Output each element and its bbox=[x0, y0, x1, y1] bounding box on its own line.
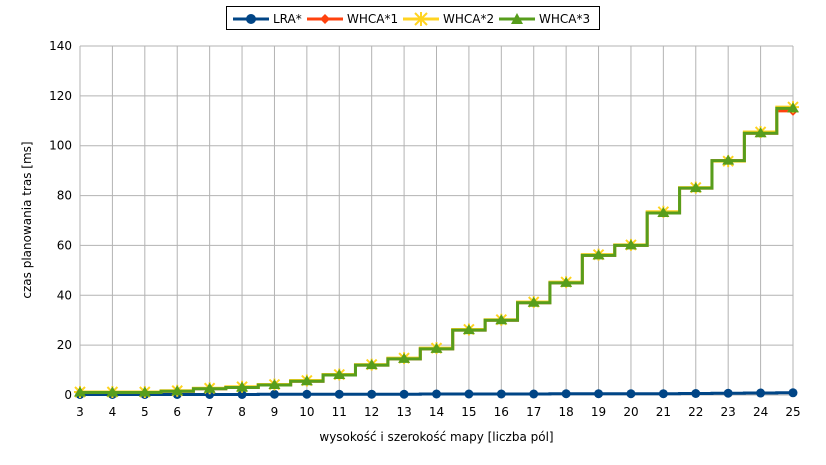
x-tick-label-10: 13 bbox=[396, 405, 411, 419]
x-tick-label-16: 19 bbox=[591, 405, 606, 419]
data-point-3-18 bbox=[657, 207, 670, 218]
x-tick-label-13: 16 bbox=[494, 405, 509, 419]
data-point-3-9 bbox=[365, 359, 378, 370]
data-point-3-10 bbox=[398, 352, 411, 363]
x-tick-label-20: 23 bbox=[721, 405, 736, 419]
y-tick-label-4: 80 bbox=[57, 189, 72, 203]
data-point-0-20 bbox=[723, 388, 733, 398]
data-point-0-21 bbox=[756, 388, 766, 398]
data-point-0-12 bbox=[464, 389, 474, 399]
y-tick-label-3: 60 bbox=[57, 238, 72, 252]
legend-label-whca2: WHCA*2 bbox=[443, 12, 495, 26]
legend-swatch-whca1 bbox=[307, 14, 343, 24]
x-tick-label-8: 11 bbox=[332, 405, 347, 419]
legend-item-whca1: WHCA*1 bbox=[307, 10, 398, 28]
x-tick-label-5: 8 bbox=[238, 405, 246, 419]
series-line-3 bbox=[80, 106, 793, 395]
y-tick-label-7: 140 bbox=[49, 39, 72, 53]
x-tick-label-15: 18 bbox=[558, 405, 573, 419]
y-tick-label-2: 40 bbox=[57, 288, 72, 302]
x-tick-label-6: 9 bbox=[271, 405, 279, 419]
y-tick-labels: 0 20 40 60 80 100 120 140 bbox=[49, 39, 72, 402]
legend-item-whca2: WHCA*2 bbox=[403, 10, 494, 28]
legend-label-whca3: WHCA*3 bbox=[539, 12, 591, 26]
x-tick-label-1: 4 bbox=[109, 405, 117, 419]
data-point-0-22 bbox=[788, 388, 798, 398]
data-point-3-0 bbox=[74, 386, 86, 397]
legend-swatch-whca2 bbox=[403, 12, 439, 26]
data-point-0-5 bbox=[237, 390, 247, 400]
x-tick-labels: 3 4 5 6 7 8 9 10 11 12 13 14 15 16 17 18 19 20 21 22 23 24 25 bbox=[76, 405, 800, 419]
data-point-3-8 bbox=[333, 369, 346, 380]
series-group bbox=[74, 101, 799, 400]
x-tick-label-9: 12 bbox=[364, 405, 379, 419]
data-point-3-7 bbox=[300, 375, 313, 386]
series-line-0 bbox=[80, 391, 793, 397]
x-tick-label-11: 14 bbox=[429, 405, 444, 419]
data-point-0-9 bbox=[367, 389, 377, 399]
x-tick-label-21: 24 bbox=[753, 405, 768, 419]
legend-item-lra: LRA* bbox=[233, 10, 302, 28]
data-point-3-4 bbox=[203, 382, 216, 393]
x-axis-title: wysokość i szerokość mapy [liczba pól] bbox=[319, 430, 554, 444]
data-point-0-16 bbox=[594, 389, 604, 399]
data-point-3-15 bbox=[560, 276, 573, 287]
legend-item-whca3: WHCA*3 bbox=[499, 10, 590, 28]
y-tick-label-0: 0 bbox=[64, 388, 72, 402]
data-point-0-14 bbox=[529, 389, 539, 399]
data-point-3-21 bbox=[754, 127, 767, 138]
data-point-3-14 bbox=[527, 296, 540, 307]
x-tick-label-2: 5 bbox=[141, 405, 149, 419]
data-point-0-18 bbox=[658, 389, 668, 399]
data-point-0-6 bbox=[269, 389, 279, 399]
x-tick-label-22: 25 bbox=[785, 405, 800, 419]
data-point-0-8 bbox=[334, 389, 344, 399]
data-point-3-13 bbox=[495, 314, 508, 325]
legend: LRA* WHCA*1 WHCA*2 WHCA*3 bbox=[226, 6, 600, 30]
data-point-3-16 bbox=[592, 249, 605, 260]
x-tick-label-4: 7 bbox=[206, 405, 214, 419]
data-point-3-5 bbox=[236, 381, 249, 392]
legend-swatch-whca3 bbox=[499, 13, 535, 24]
x-tick-label-14: 17 bbox=[526, 405, 541, 419]
data-point-3-1 bbox=[106, 386, 119, 397]
data-point-3-11 bbox=[430, 342, 443, 353]
data-point-0-7 bbox=[302, 389, 312, 399]
x-tick-label-17: 20 bbox=[623, 405, 638, 419]
data-point-3-2 bbox=[138, 386, 151, 397]
grid bbox=[79, 45, 794, 396]
data-point-0-13 bbox=[496, 389, 506, 399]
data-point-3-19 bbox=[689, 182, 702, 193]
data-point-0-19 bbox=[691, 389, 701, 399]
x-tick-label-19: 22 bbox=[688, 405, 703, 419]
data-point-0-11 bbox=[432, 389, 441, 399]
data-point-3-22 bbox=[787, 102, 799, 113]
x-tick-label-3: 6 bbox=[173, 405, 181, 419]
data-point-3-20 bbox=[722, 154, 735, 165]
legend-label-whca1: WHCA*1 bbox=[347, 12, 399, 26]
y-tick-label-5: 100 bbox=[49, 139, 72, 153]
x-tick-label-18: 21 bbox=[656, 405, 671, 419]
data-point-0-17 bbox=[626, 389, 636, 399]
y-axis-title: czas planowania tras [ms] bbox=[20, 141, 34, 299]
data-point-0-15 bbox=[561, 389, 571, 399]
data-point-3-12 bbox=[462, 324, 475, 335]
data-point-3-3 bbox=[171, 385, 184, 396]
data-point-3-17 bbox=[624, 239, 637, 250]
x-tick-label-12: 15 bbox=[461, 405, 476, 419]
x-tick-label-7: 10 bbox=[299, 405, 314, 419]
x-tick-label-0: 3 bbox=[76, 405, 84, 419]
legend-swatch-lra bbox=[233, 14, 269, 24]
y-tick-label-6: 120 bbox=[49, 89, 72, 103]
data-point-0-10 bbox=[399, 389, 409, 399]
data-point-3-6 bbox=[268, 379, 281, 390]
y-tick-label-1: 20 bbox=[57, 338, 72, 352]
legend-label-lra: LRA* bbox=[273, 12, 302, 26]
series-3 bbox=[74, 102, 799, 397]
